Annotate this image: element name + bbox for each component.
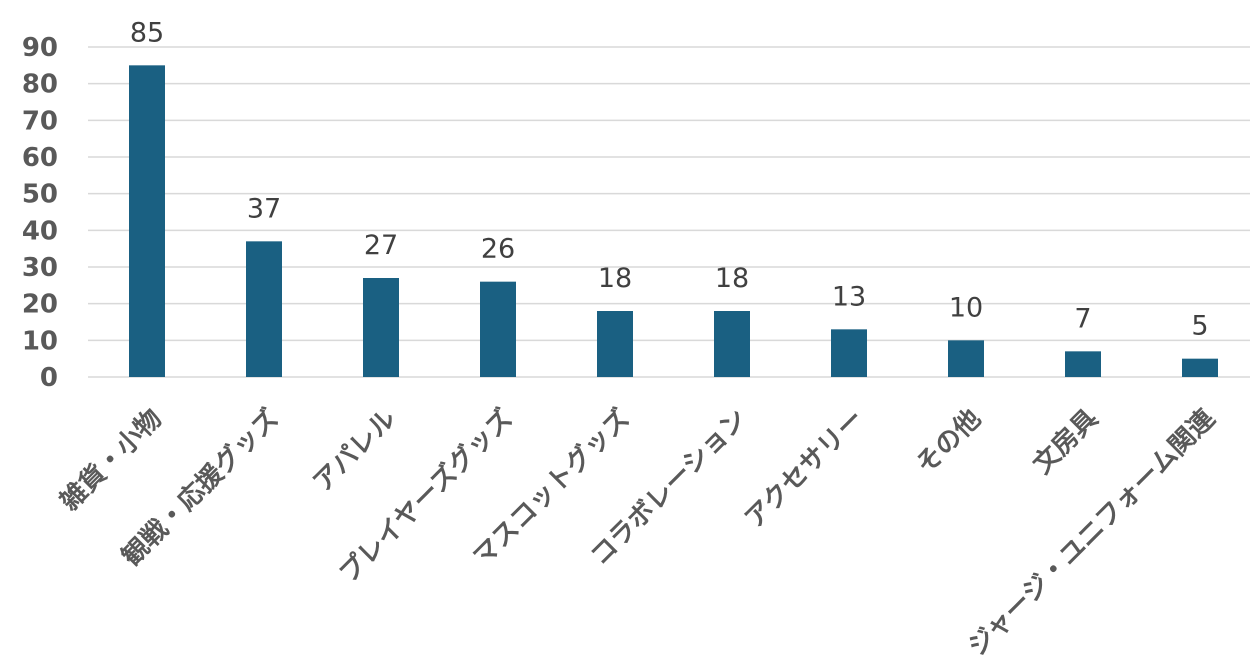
y-tick-label: 0 bbox=[40, 363, 58, 393]
y-tick-label: 90 bbox=[22, 33, 58, 63]
y-tick-label: 80 bbox=[22, 70, 58, 100]
y-tick-label: 20 bbox=[22, 290, 58, 320]
bar bbox=[831, 329, 867, 377]
data-label: 27 bbox=[364, 230, 398, 261]
bar bbox=[129, 65, 165, 377]
y-tick-label: 70 bbox=[22, 106, 58, 136]
bar bbox=[246, 241, 282, 377]
bar bbox=[597, 311, 633, 377]
bars bbox=[129, 65, 1218, 377]
bar bbox=[480, 281, 516, 377]
x-tick-label: アパレル bbox=[308, 404, 402, 498]
x-tick-label: アクセサリー bbox=[739, 404, 870, 535]
data-labels: 85 37 27 26 18 18 13 10 7 5 bbox=[130, 17, 1209, 341]
data-label: 18 bbox=[715, 263, 749, 294]
bar bbox=[1182, 358, 1218, 377]
y-tick-label: 50 bbox=[22, 180, 58, 210]
y-axis-ticks: 0 10 20 30 40 50 60 70 80 90 bbox=[22, 33, 58, 393]
data-label: 85 bbox=[130, 17, 164, 48]
data-label: 10 bbox=[949, 292, 983, 323]
y-tick-label: 30 bbox=[22, 253, 58, 283]
x-tick-label: ジャージ・ユニフォーム関連 bbox=[963, 403, 1222, 662]
data-label: 13 bbox=[832, 281, 866, 312]
data-label: 37 bbox=[247, 193, 281, 224]
x-tick-label: その他 bbox=[911, 404, 987, 480]
data-label: 18 bbox=[598, 263, 632, 294]
y-tick-label: 40 bbox=[22, 216, 58, 246]
x-tick-label: 文房具 bbox=[1027, 403, 1104, 480]
bar bbox=[1065, 351, 1101, 377]
x-tick-label: 雑貨・小物 bbox=[53, 403, 168, 518]
data-label: 5 bbox=[1191, 311, 1208, 342]
bar bbox=[948, 340, 984, 377]
data-label: 7 bbox=[1074, 303, 1091, 334]
y-tick-label: 10 bbox=[22, 326, 58, 356]
y-tick-label: 60 bbox=[22, 143, 58, 173]
bar bbox=[714, 311, 750, 377]
data-label: 26 bbox=[481, 234, 515, 265]
bar bbox=[363, 278, 399, 377]
